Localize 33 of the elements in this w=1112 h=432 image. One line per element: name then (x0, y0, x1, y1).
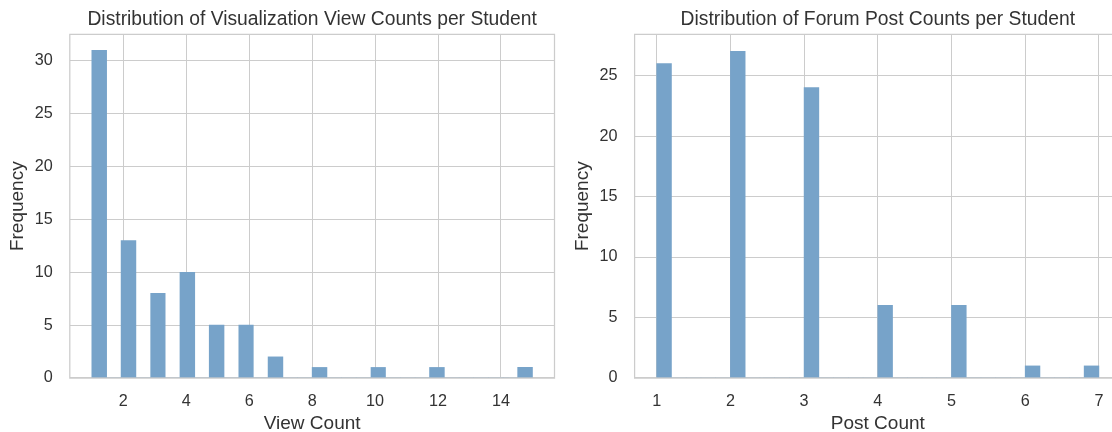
y-tick-label: 5 (43, 314, 53, 333)
chart-title: Distribution of Visualization View Counts per Student (87, 7, 538, 29)
y-tick-label: 15 (34, 208, 53, 227)
y-tick-label: 30 (34, 50, 53, 69)
x-tick-label: 8 (307, 391, 317, 410)
y-tick-label: 25 (599, 65, 618, 84)
x-tick-label: 2 (725, 391, 735, 410)
x-tick-label: 14 (491, 391, 510, 410)
x-tick-label: 7 (1094, 391, 1104, 410)
y-tick-label: 5 (608, 306, 618, 325)
x-tick-label: 10 (366, 391, 385, 410)
x-tick-label: 5 (946, 391, 956, 410)
x-tick-label: 12 (429, 391, 448, 410)
y-tick-label: 20 (599, 125, 618, 144)
x-tick-label: 4 (181, 391, 191, 410)
y-axis-title: Frequency (6, 160, 28, 252)
y-tick-label: 20 (34, 156, 53, 175)
x-tick-label: 2 (118, 391, 128, 410)
chart-title: Distribution of Forum Post Counts per Student (680, 7, 1076, 29)
y-tick-label: 0 (43, 367, 53, 386)
x-tick-label: 1 (652, 391, 662, 410)
y-tick-label: 10 (34, 261, 53, 280)
x-tick-label: 6 (1020, 391, 1030, 410)
y-tick-label: 15 (599, 186, 618, 205)
x-axis-title: View Count (263, 411, 362, 432)
x-tick-label: 4 (873, 391, 883, 410)
y-axis-title: Frequency (571, 160, 593, 252)
x-axis-title: Post Count (830, 411, 926, 432)
x-tick-label: 3 (799, 391, 809, 410)
y-tick-label: 25 (34, 103, 53, 122)
y-tick-label: 0 (608, 367, 618, 386)
x-tick-label: 6 (244, 391, 254, 410)
y-tick-label: 10 (599, 246, 618, 265)
